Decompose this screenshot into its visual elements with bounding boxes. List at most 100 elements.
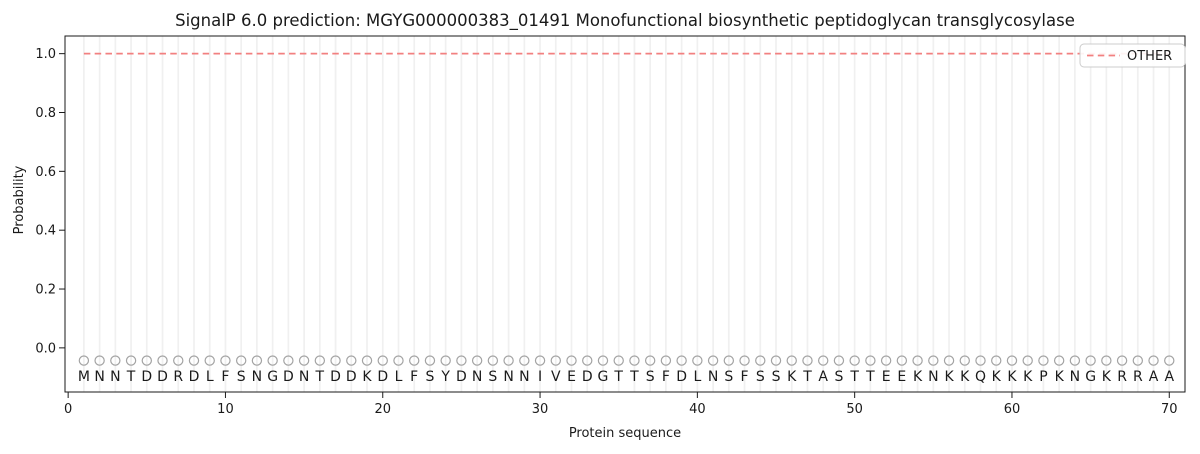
- legend-box: [1079, 43, 1186, 68]
- residue-marker: [78, 355, 90, 366]
- residue-letter: A: [818, 369, 828, 385]
- y-tick-label: 0.4: [35, 224, 56, 239]
- residue-letter: N: [299, 369, 309, 385]
- residue-marker: [204, 355, 215, 366]
- residue-letter: S: [772, 369, 781, 385]
- residue-letter: T: [802, 369, 812, 385]
- residue-letter: L: [693, 369, 701, 385]
- residue-letter: I: [538, 369, 542, 385]
- residue-letter: F: [410, 369, 418, 385]
- residue-marker: [346, 355, 357, 366]
- residue-letter: D: [157, 369, 168, 385]
- residue-letter: S: [724, 369, 733, 385]
- residue-marker: [157, 355, 168, 366]
- residue-marker: [534, 355, 546, 366]
- residue-marker: [1164, 355, 1175, 366]
- residue-letter: N: [519, 369, 529, 385]
- residue-marker: [440, 355, 451, 366]
- residue-letter: Y: [440, 369, 450, 385]
- x-tick-label: 40: [689, 402, 706, 417]
- residue-marker: [818, 355, 829, 366]
- residue-marker: [314, 355, 326, 366]
- residue-marker: [566, 355, 577, 366]
- residue-marker: [456, 355, 467, 366]
- residue-marker: [802, 355, 813, 366]
- plot-area-border: [64, 35, 1186, 393]
- residue-letter: T: [126, 369, 136, 385]
- residue-marker: [1132, 355, 1144, 366]
- residue-marker: [723, 355, 735, 366]
- residue-marker: [692, 355, 703, 366]
- residue-letter: S: [425, 369, 434, 385]
- residue-letter: D: [456, 369, 467, 385]
- residue-marker: [1116, 355, 1128, 366]
- residue-letter: K: [992, 369, 1002, 385]
- residue-marker: [298, 355, 310, 366]
- residue-marker: [550, 355, 561, 366]
- residue-marker: [755, 355, 766, 366]
- residue-marker: [519, 355, 530, 366]
- residue-letter: G: [1085, 369, 1096, 385]
- residue-letter: N: [110, 369, 120, 385]
- residue-letter: S: [646, 369, 655, 385]
- residue-letter: K: [1023, 369, 1033, 385]
- residue-letter: K: [913, 369, 923, 385]
- residue-letter: D: [283, 369, 294, 385]
- residue-letter: T: [315, 369, 325, 385]
- x-tick-label: 50: [846, 402, 863, 417]
- residue-marker: [943, 355, 955, 366]
- residue-letter: R: [1117, 369, 1127, 385]
- residue-marker: [283, 355, 294, 366]
- x-tick-label: 30: [532, 402, 549, 417]
- residue-letter: T: [613, 369, 623, 385]
- residue-letter: K: [944, 369, 954, 385]
- residue-letter: F: [741, 369, 749, 385]
- residue-marker: [849, 355, 860, 366]
- residue-marker: [503, 355, 514, 366]
- residue-letter: T: [849, 369, 859, 385]
- x-axis-label: Protein sequence: [569, 426, 681, 441]
- residue-letter: E: [897, 369, 906, 385]
- residue-letter: E: [567, 369, 576, 385]
- y-tick-label: 0.0: [35, 341, 56, 356]
- residue-marker: [582, 355, 593, 366]
- residue-letter: L: [395, 369, 403, 385]
- residue-marker: [188, 355, 200, 366]
- gridlines-layer: [83, 36, 1171, 392]
- residue-letter: Q: [975, 369, 986, 385]
- residue-marker: [125, 355, 137, 366]
- residue-letter: S: [834, 369, 843, 385]
- residue-marker: [141, 355, 152, 366]
- residue-letter: N: [252, 369, 262, 385]
- residue-marker: [644, 355, 656, 366]
- residue-letter: G: [598, 369, 609, 385]
- residue-marker: [424, 355, 436, 366]
- residue-marker: [377, 355, 388, 366]
- residue-marker: [1038, 355, 1049, 366]
- residue-marker: [865, 355, 876, 366]
- residue-marker: [786, 355, 797, 366]
- residue-marker: [613, 355, 624, 366]
- residue-letter: K: [1055, 369, 1065, 385]
- residue-marker: [880, 355, 892, 366]
- residue-letter: K: [1007, 369, 1017, 385]
- residue-letter: D: [189, 369, 200, 385]
- residue-letter: D: [346, 369, 357, 385]
- residue-letter: S: [756, 369, 765, 385]
- residue-letter: K: [1102, 369, 1112, 385]
- y-tick-label: 0.6: [35, 165, 56, 180]
- residue-letter: D: [330, 369, 341, 385]
- ticks-layer: 0.0 0.2 0.4 0.6 0.8 1.0 0 10 20 30 40 50 60 70: [35, 47, 1177, 417]
- residue-marker: [660, 355, 672, 366]
- legend-entry-label: OTHER: [1127, 49, 1172, 64]
- residue-letter: D: [582, 369, 593, 385]
- residue-letter: L: [206, 369, 214, 385]
- residue-marker: [1069, 355, 1081, 366]
- residue-letter: N: [94, 369, 104, 385]
- residue-letter: R: [173, 369, 183, 385]
- residue-marker: [361, 355, 373, 366]
- residue-marker: [991, 355, 1002, 366]
